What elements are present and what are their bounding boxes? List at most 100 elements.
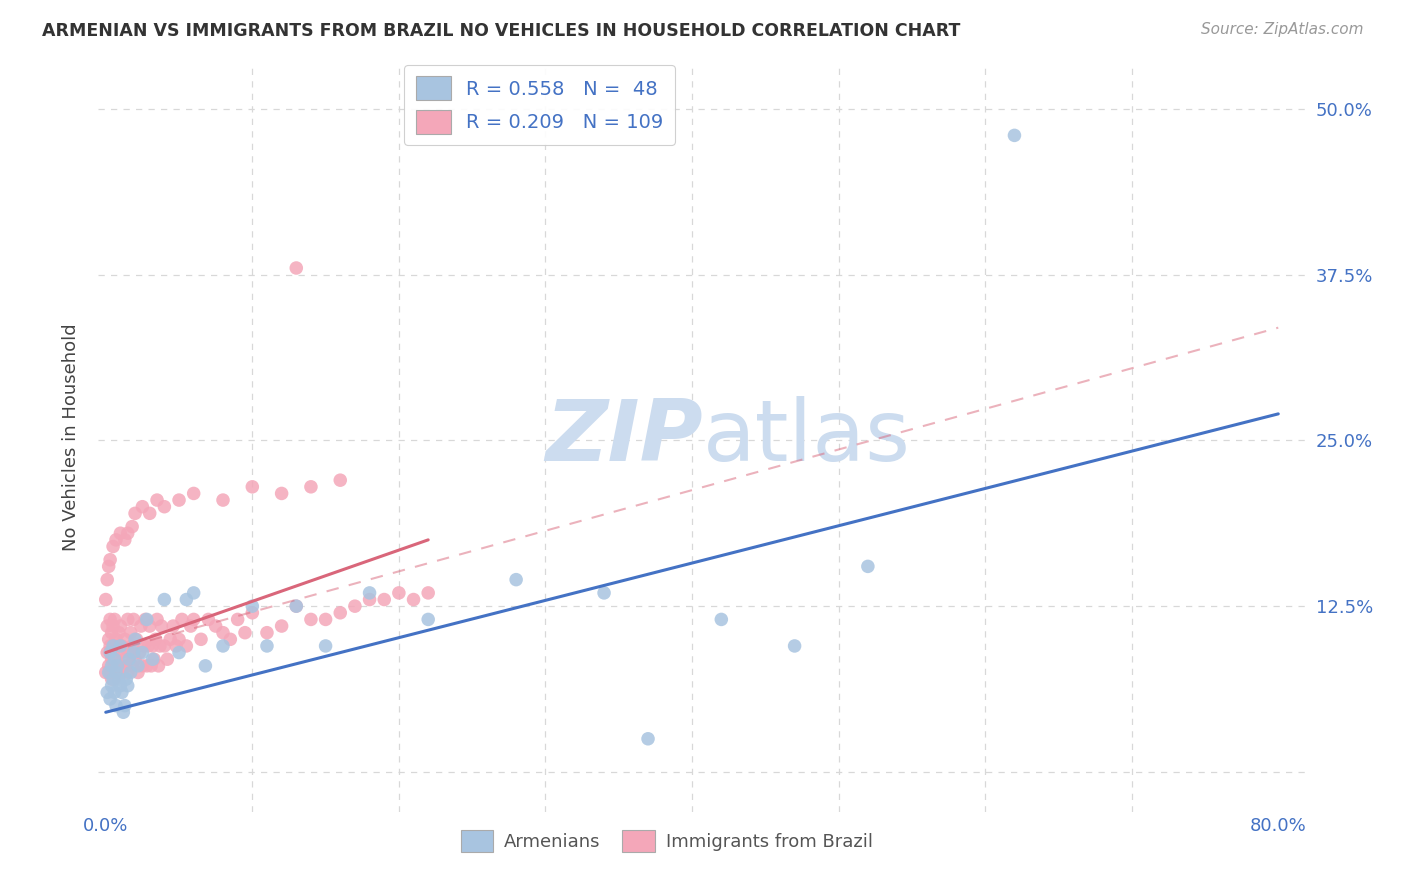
Point (204, 619, 226, 633)
Point (240, 480, 263, 494)
Point (105, 698, 128, 713)
Point (128, 646, 150, 660)
Legend: Armenians, Immigrants from Brazil: Armenians, Immigrants from Brazil (454, 822, 880, 859)
Point (98, 646, 121, 660)
Point (285, 599, 308, 614)
Point (142, 652, 165, 666)
Point (359, 586, 381, 600)
Point (418, 586, 440, 600)
Point (108, 672, 131, 686)
Point (107, 639, 129, 653)
Point (153, 639, 176, 653)
Point (117, 526, 139, 541)
Point (115, 672, 138, 686)
Point (149, 639, 172, 653)
Point (146, 493, 169, 508)
Point (388, 586, 411, 600)
Point (110, 639, 132, 653)
Point (134, 612, 156, 626)
Point (129, 619, 152, 633)
Point (138, 506, 160, 520)
Point (183, 586, 205, 600)
Point (212, 625, 235, 640)
Point (103, 672, 125, 686)
Point (170, 612, 193, 626)
Point (167, 493, 190, 508)
Point (167, 646, 190, 660)
Point (112, 705, 135, 719)
Point (135, 658, 157, 673)
Point (100, 672, 122, 686)
Point (856, 559, 879, 574)
Point (359, 592, 381, 607)
Point (315, 612, 337, 626)
Point (343, 599, 366, 614)
Point (115, 658, 138, 673)
Point (103, 612, 125, 626)
Point (142, 639, 165, 653)
Point (219, 632, 242, 647)
Point (190, 632, 212, 647)
Point (240, 606, 263, 620)
Point (299, 612, 322, 626)
Point (315, 639, 337, 653)
Point (117, 679, 139, 693)
Point (98, 612, 121, 626)
Point (125, 632, 148, 647)
Point (593, 586, 616, 600)
Point (124, 506, 146, 520)
Point (97, 658, 120, 673)
Point (98, 692, 121, 706)
Point (783, 639, 806, 653)
Point (135, 612, 157, 626)
Point (121, 658, 143, 673)
Point (127, 665, 149, 680)
Point (105, 632, 128, 647)
Point (226, 612, 249, 626)
Point (710, 612, 733, 626)
Point (256, 625, 278, 640)
Point (180, 619, 202, 633)
Point (114, 533, 136, 547)
Point (108, 625, 131, 640)
Point (105, 533, 128, 547)
Point (101, 658, 124, 673)
Point (270, 486, 292, 500)
Point (112, 652, 135, 666)
Point (156, 652, 179, 666)
Point (148, 658, 170, 673)
Point (138, 619, 160, 633)
Text: ZIP: ZIP (546, 395, 703, 479)
Point (117, 612, 139, 626)
Text: ARMENIAN VS IMMIGRANTS FROM BRAZIL NO VEHICLES IN HOUSEHOLD CORRELATION CHART: ARMENIAN VS IMMIGRANTS FROM BRAZIL NO VE… (42, 22, 960, 40)
Point (96, 619, 118, 633)
Point (105, 652, 128, 666)
Point (285, 599, 308, 614)
Point (131, 658, 153, 673)
Point (299, 480, 322, 494)
Point (100, 625, 122, 640)
Point (131, 646, 153, 660)
Point (153, 500, 176, 514)
Point (110, 679, 132, 693)
Point (101, 639, 124, 653)
Point (637, 731, 659, 746)
Point (132, 639, 155, 653)
Point (94, 665, 117, 680)
Point (136, 639, 159, 653)
Point (107, 665, 129, 680)
Point (505, 573, 527, 587)
Point (105, 665, 128, 680)
Point (118, 652, 141, 666)
Point (418, 612, 440, 626)
Point (101, 540, 124, 554)
Point (150, 619, 173, 633)
Point (101, 619, 124, 633)
Point (124, 652, 146, 666)
Point (256, 639, 278, 653)
Point (110, 619, 132, 633)
Point (111, 665, 134, 680)
Point (197, 612, 219, 626)
Point (212, 639, 235, 653)
Point (100, 679, 122, 693)
